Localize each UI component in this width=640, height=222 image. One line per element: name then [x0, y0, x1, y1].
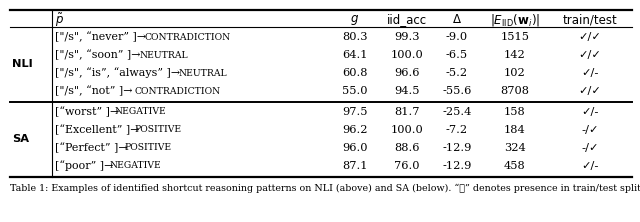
Text: NEUTRAL: NEUTRAL [139, 50, 188, 59]
Text: POSITIVE: POSITIVE [124, 143, 172, 153]
Text: 8708: 8708 [500, 86, 529, 96]
Text: 184: 184 [504, 125, 526, 135]
Text: ✓/✓: ✓/✓ [579, 50, 602, 60]
Text: 88.6: 88.6 [394, 143, 420, 153]
Text: 64.1: 64.1 [342, 50, 368, 60]
Text: 60.8: 60.8 [342, 68, 368, 78]
Text: ["/s", “never” ]→: ["/s", “never” ]→ [55, 32, 150, 42]
Text: [“poor” ]→: [“poor” ]→ [55, 161, 117, 171]
Text: -7.2: -7.2 [446, 125, 468, 135]
Text: -12.9: -12.9 [442, 161, 472, 171]
Text: 324: 324 [504, 143, 526, 153]
Text: 76.0: 76.0 [394, 161, 420, 171]
Text: $\tilde{p}$: $\tilde{p}$ [55, 11, 64, 29]
Text: ["/s", “is”, “always” ]→: ["/s", “is”, “always” ]→ [55, 68, 184, 78]
Text: ✓/-: ✓/- [581, 68, 599, 78]
Text: 100.0: 100.0 [390, 125, 424, 135]
Text: 458: 458 [504, 161, 526, 171]
Text: 158: 158 [504, 107, 526, 117]
Text: -25.4: -25.4 [442, 107, 472, 117]
Text: 142: 142 [504, 50, 526, 60]
Text: NLI: NLI [12, 59, 33, 69]
Text: 1515: 1515 [500, 32, 529, 42]
Text: 81.7: 81.7 [394, 107, 420, 117]
Text: ✓/-: ✓/- [581, 107, 599, 117]
Text: -6.5: -6.5 [446, 50, 468, 60]
Text: [“Perfect” ]→: [“Perfect” ]→ [55, 143, 131, 153]
Text: [“Excellent” ]→: [“Excellent” ]→ [55, 125, 143, 135]
Text: -55.6: -55.6 [442, 86, 472, 96]
Text: 87.1: 87.1 [342, 161, 368, 171]
Text: -/✓: -/✓ [581, 125, 599, 135]
Text: 55.0: 55.0 [342, 86, 368, 96]
Text: [“worst” ]→: [“worst” ]→ [55, 107, 123, 117]
Text: -/✓: -/✓ [581, 143, 599, 153]
Text: -12.9: -12.9 [442, 143, 472, 153]
Text: $|E_{\mathrm{IID}}(\mathbf{w}_i)|$: $|E_{\mathrm{IID}}(\mathbf{w}_i)|$ [490, 12, 540, 28]
Text: SA: SA [12, 134, 29, 144]
Text: ✓/✓: ✓/✓ [579, 32, 602, 42]
Text: 96.6: 96.6 [394, 68, 420, 78]
Text: 96.0: 96.0 [342, 143, 368, 153]
Text: $\Delta$: $\Delta$ [452, 14, 462, 26]
Text: ["/s", “not” ]→: ["/s", “not” ]→ [55, 86, 136, 96]
Text: $g$: $g$ [351, 13, 360, 27]
Text: NEGATIVE: NEGATIVE [109, 161, 161, 170]
Text: ["/s", “soon” ]→: ["/s", “soon” ]→ [55, 50, 144, 60]
Text: iid_acc: iid_acc [387, 14, 427, 26]
Text: ✓/✓: ✓/✓ [579, 86, 602, 96]
Text: 80.3: 80.3 [342, 32, 368, 42]
Text: train/test: train/test [563, 14, 618, 26]
Text: NEGATIVE: NEGATIVE [115, 107, 166, 117]
Text: 99.3: 99.3 [394, 32, 420, 42]
Text: CONTRADICTION: CONTRADICTION [134, 87, 220, 95]
Text: 102: 102 [504, 68, 526, 78]
Text: 100.0: 100.0 [390, 50, 424, 60]
Text: -9.0: -9.0 [446, 32, 468, 42]
Text: -5.2: -5.2 [446, 68, 468, 78]
Text: Table 1: Examples of identified shortcut reasoning patterns on NLI (above) and S: Table 1: Examples of identified shortcut… [10, 183, 640, 193]
Text: POSITIVE: POSITIVE [134, 125, 181, 135]
Text: NEUTRAL: NEUTRAL [179, 69, 227, 77]
Text: ✓/-: ✓/- [581, 161, 599, 171]
Text: 97.5: 97.5 [342, 107, 368, 117]
Text: 96.2: 96.2 [342, 125, 368, 135]
Text: CONTRADICTION: CONTRADICTION [144, 32, 230, 42]
Text: 94.5: 94.5 [394, 86, 420, 96]
